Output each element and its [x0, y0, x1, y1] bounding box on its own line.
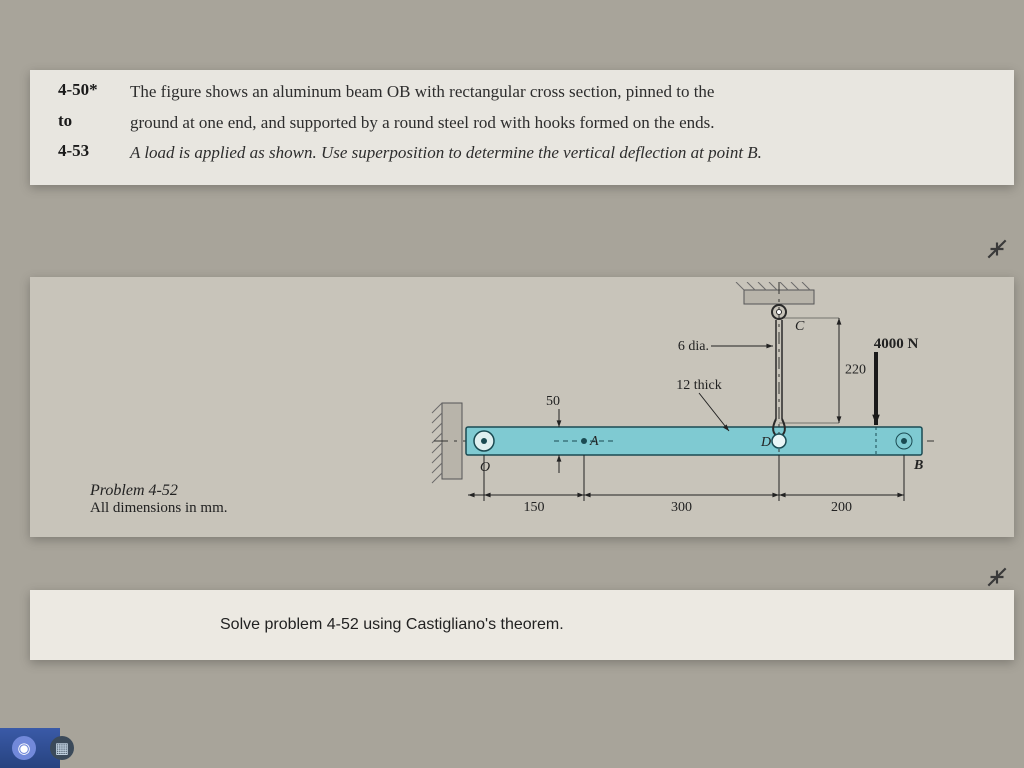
- figure-panel: Problem 4-52 All dimensions in mm. OA50D…: [30, 277, 1014, 537]
- solve-instruction: Solve problem 4-52 using Castigliano's t…: [220, 616, 564, 634]
- svg-text:150: 150: [524, 500, 545, 515]
- problem-line: to ground at one end, and supported by a…: [58, 111, 986, 136]
- problem-number: to: [58, 111, 130, 136]
- svg-text:D: D: [760, 435, 771, 450]
- svg-text:6 dia.: 6 dia.: [678, 339, 709, 354]
- solve-panel: Solve problem 4-52 using Castigliano's t…: [30, 590, 1014, 660]
- figure-caption: Problem 4-52 All dimensions in mm.: [90, 482, 228, 517]
- svg-text:200: 200: [831, 500, 852, 515]
- problem-number: 4-50*: [58, 80, 130, 105]
- problem-sentence: ground at one end, and supported by a ro…: [130, 111, 986, 136]
- problem-sentence: A load is applied as shown. Use superpos…: [130, 141, 986, 166]
- svg-text:220: 220: [845, 363, 866, 378]
- app-icon[interactable]: ▦: [50, 736, 74, 760]
- svg-text:O: O: [480, 460, 490, 475]
- figure-title: Problem 4-52: [90, 482, 228, 500]
- svg-text:50: 50: [546, 394, 560, 409]
- svg-text:300: 300: [671, 500, 692, 515]
- problem-number: 4-53: [58, 141, 130, 166]
- svg-text:B: B: [913, 458, 923, 473]
- svg-text:4000 N: 4000 N: [874, 336, 919, 352]
- expand-icon[interactable]: [984, 236, 1010, 262]
- figure-subtitle: All dimensions in mm.: [90, 500, 228, 517]
- problem-sentence: The figure shows an aluminum beam OB wit…: [130, 80, 986, 105]
- expand-icon[interactable]: [984, 564, 1010, 590]
- problem-line: 4-53 A load is applied as shown. Use sup…: [58, 141, 986, 166]
- svg-text:C: C: [795, 319, 805, 334]
- problem-line: 4-50* The figure shows an aluminum beam …: [58, 80, 986, 105]
- discord-icon[interactable]: ◉: [12, 736, 36, 760]
- beam-diagram: OA50DC6 dia.12 thick2204000 NB150300200: [424, 282, 944, 522]
- problem-text-panel: 4-50* The figure shows an aluminum beam …: [30, 70, 1014, 185]
- svg-text:12 thick: 12 thick: [676, 378, 722, 393]
